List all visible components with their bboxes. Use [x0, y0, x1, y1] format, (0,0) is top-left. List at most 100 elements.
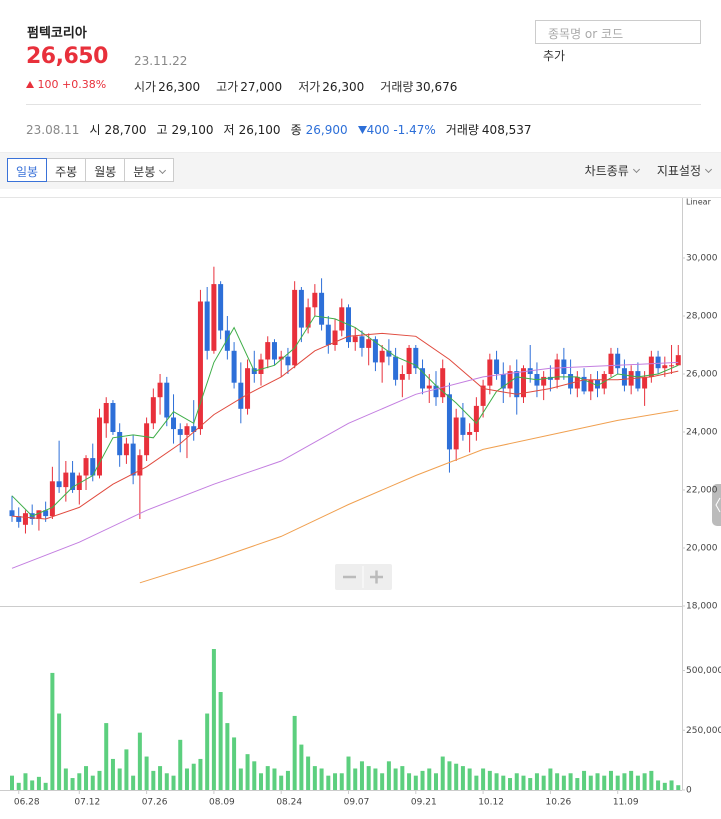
volume-bar [514, 773, 519, 790]
period-tab[interactable]: 주봉 [46, 158, 87, 182]
candle-body [319, 292, 325, 325]
candle-body [238, 382, 244, 409]
candle-body [224, 330, 230, 351]
volume-bar [487, 770, 492, 790]
candle-body [325, 324, 331, 345]
side-handle[interactable] [712, 484, 721, 526]
candle-body [150, 397, 156, 424]
volume-bar [339, 773, 344, 790]
candle-body [372, 339, 378, 363]
zoom-control[interactable] [335, 564, 392, 590]
separator [26, 104, 701, 105]
candle-body [339, 307, 345, 331]
volume-bar [521, 775, 526, 790]
volume-bar [346, 756, 351, 790]
moving-average-line [11, 361, 679, 569]
volume-bar [575, 778, 580, 790]
candle-body [258, 359, 264, 374]
volume-bar [319, 768, 324, 790]
volume-bar [245, 754, 250, 790]
y-tick-label: 500,000 [686, 666, 721, 676]
volume-bar [63, 768, 68, 790]
volume-bar [259, 773, 264, 790]
quote-date: 23.11.22 [134, 54, 188, 68]
volume-bar [306, 756, 311, 790]
candle-body [514, 371, 520, 398]
volume-bar [433, 773, 438, 790]
volume-bar [359, 761, 364, 790]
volume-bar [460, 766, 465, 790]
compare-stat: 종 26,900 [291, 121, 348, 138]
y-tick-label: 22,000 [686, 486, 718, 496]
candle-body [433, 385, 439, 398]
stat: 저가 26,300 [298, 78, 364, 95]
compare-value: 28,700 [104, 123, 147, 137]
volume-bar [568, 773, 573, 790]
candle-body [96, 417, 102, 476]
candle-body [366, 339, 372, 348]
volume-bar [420, 770, 425, 790]
menu[interactable]: 차트종류 [585, 162, 639, 179]
add-button[interactable]: 추가 [543, 49, 566, 63]
volume-bar [272, 768, 277, 790]
period-tab[interactable]: 월봉 [85, 158, 126, 182]
search-input[interactable]: 종목명 or 코드 [535, 20, 701, 44]
volume-bar [205, 713, 210, 790]
candle-body [70, 472, 76, 490]
stat: 거래량 30,676 [380, 78, 457, 95]
candle-body [332, 330, 338, 345]
volume-bar [265, 766, 270, 790]
volume-bar [10, 775, 14, 790]
x-tick-label: 10.26 [546, 798, 572, 808]
candle-body [595, 379, 601, 389]
y-tick-label: 20,000 [686, 544, 718, 554]
volume-bar [501, 775, 506, 790]
candle-body [204, 301, 210, 351]
candle-body [399, 374, 405, 380]
volume-bar [534, 773, 539, 790]
volume-bar [588, 775, 593, 790]
candle-body [43, 510, 49, 517]
volume-bar [144, 756, 149, 790]
stock-name: 펌텍코리아 [27, 26, 87, 41]
volume-bar [23, 773, 28, 790]
candle-body [440, 368, 446, 398]
compare-change-text: 400 -1.47% [366, 123, 436, 137]
volume-bar [84, 766, 89, 790]
volume-bar [252, 761, 257, 790]
volume-bar [279, 775, 284, 790]
candle-body [265, 342, 271, 360]
candle-body [292, 289, 298, 366]
volume-bar [608, 770, 613, 790]
candle-body [144, 423, 150, 456]
volume-bar [440, 756, 445, 790]
volume-bar [238, 768, 243, 790]
period-tab[interactable]: 분봉 [124, 158, 175, 182]
candle-body [615, 353, 621, 369]
candle-body [487, 359, 493, 386]
period-tab[interactable]: 일봉 [7, 158, 48, 182]
stat-label: 거래량 [380, 80, 414, 94]
stat-label: 고가 [216, 80, 239, 94]
candle-body [103, 403, 109, 424]
candle-body [218, 284, 224, 331]
volume-bar [662, 782, 667, 790]
moving-average-line [11, 315, 679, 517]
stat: 고가 27,000 [216, 78, 282, 95]
volume-bar [184, 768, 189, 790]
compare-value: 26,100 [238, 123, 281, 137]
volume-bar [366, 766, 371, 790]
candle-body [574, 376, 580, 389]
candle-body [507, 371, 513, 389]
volume-bar [131, 775, 136, 790]
compare-value: 26,900 [305, 123, 348, 137]
period-tabs: 일봉 주봉 월봉 분봉 [7, 158, 175, 182]
compare-stat: 고 29,100 [156, 121, 213, 138]
candle-body [285, 356, 291, 366]
volume-bar [642, 773, 647, 790]
volume-bar [669, 780, 674, 790]
volume-bar [407, 773, 412, 790]
menu[interactable]: 지표설정 [657, 162, 711, 179]
volume-bar [232, 737, 237, 790]
